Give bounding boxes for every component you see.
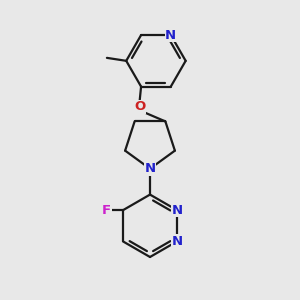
Text: F: F [102, 204, 111, 217]
Text: N: N [165, 28, 176, 42]
Text: N: N [172, 235, 183, 248]
Text: N: N [172, 204, 183, 217]
Text: O: O [134, 100, 145, 113]
Text: N: N [144, 162, 156, 175]
